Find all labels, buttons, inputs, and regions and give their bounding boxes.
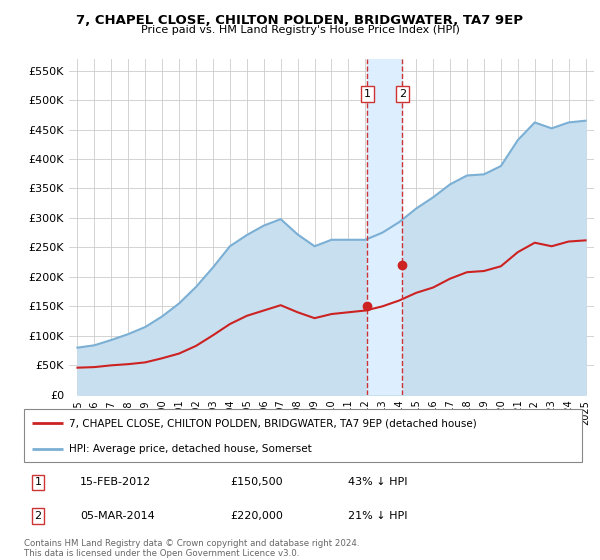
- Text: 7, CHAPEL CLOSE, CHILTON POLDEN, BRIDGWATER, TA7 9EP (detached house): 7, CHAPEL CLOSE, CHILTON POLDEN, BRIDGWA…: [68, 418, 476, 428]
- Text: 21% ↓ HPI: 21% ↓ HPI: [347, 511, 407, 521]
- Text: £150,500: £150,500: [230, 477, 283, 487]
- Text: 15-FEB-2012: 15-FEB-2012: [80, 477, 151, 487]
- Text: HPI: Average price, detached house, Somerset: HPI: Average price, detached house, Some…: [68, 444, 311, 454]
- Text: 7, CHAPEL CLOSE, CHILTON POLDEN, BRIDGWATER, TA7 9EP: 7, CHAPEL CLOSE, CHILTON POLDEN, BRIDGWA…: [77, 14, 523, 27]
- Text: 2: 2: [399, 89, 406, 99]
- Text: £220,000: £220,000: [230, 511, 283, 521]
- Bar: [367, 59, 402, 395]
- Text: 2: 2: [34, 511, 41, 521]
- Text: 05-MAR-2014: 05-MAR-2014: [80, 511, 155, 521]
- Text: Contains HM Land Registry data © Crown copyright and database right 2024.
This d: Contains HM Land Registry data © Crown c…: [24, 539, 359, 558]
- Text: 43% ↓ HPI: 43% ↓ HPI: [347, 477, 407, 487]
- Text: 1: 1: [364, 89, 371, 99]
- FancyBboxPatch shape: [24, 409, 582, 462]
- Text: Price paid vs. HM Land Registry's House Price Index (HPI): Price paid vs. HM Land Registry's House …: [140, 25, 460, 35]
- Text: 1: 1: [34, 477, 41, 487]
